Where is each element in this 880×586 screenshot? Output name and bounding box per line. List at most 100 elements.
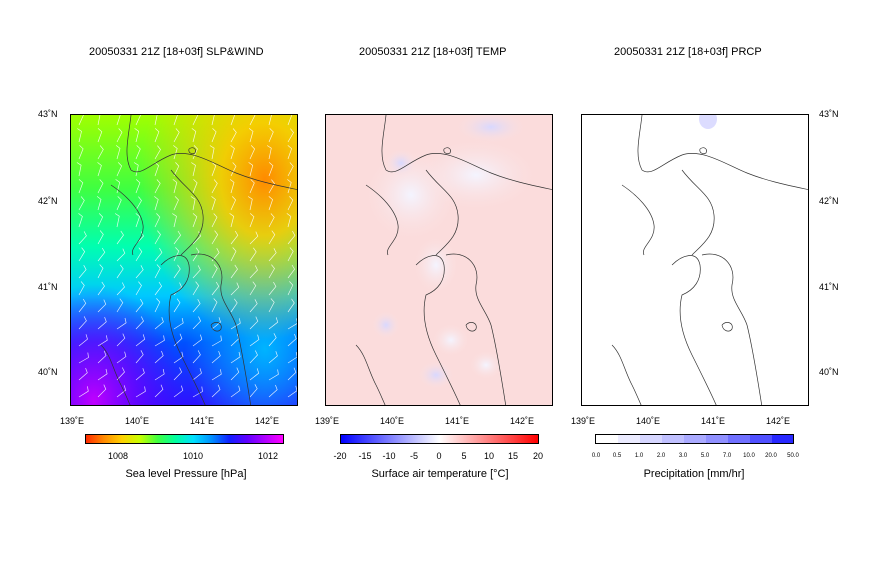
wind-barb — [268, 179, 275, 194]
wind-barb — [135, 145, 141, 160]
wind-barb — [115, 145, 121, 160]
wind-barb — [78, 298, 87, 313]
wind-barb — [116, 385, 127, 398]
wind-barb — [154, 335, 165, 347]
wind-barb — [154, 317, 164, 330]
wind-barb — [192, 231, 202, 245]
wind-barb — [249, 368, 260, 381]
map-panel-temp — [325, 114, 553, 406]
lon-label: 142˚E — [765, 416, 791, 426]
wind-barb — [173, 318, 184, 330]
wind-barb — [76, 162, 82, 177]
wind-barb — [154, 128, 160, 143]
lat-label-left: 41˚N — [38, 282, 58, 292]
wind-barb — [154, 350, 164, 364]
wind-barb — [230, 162, 237, 177]
lon-label: 139˚E — [59, 416, 85, 426]
wind-barb — [154, 115, 158, 126]
wind-barb — [173, 298, 181, 313]
lon-label: 139˚E — [314, 416, 340, 426]
wind-barb — [230, 115, 236, 126]
wind-barb — [173, 264, 181, 279]
wind-barb — [78, 386, 89, 398]
wind-barb — [78, 115, 84, 126]
wind-barb — [229, 179, 235, 194]
colorbar-tick: 5 — [461, 451, 467, 461]
wind-barb — [268, 369, 279, 381]
wind-barb — [97, 368, 108, 381]
wind-barb — [154, 145, 161, 160]
lat-label-right: 41˚N — [819, 282, 839, 292]
colorbar-tick: 15 — [507, 451, 519, 461]
colorbar-tick: 10.0 — [743, 453, 755, 459]
coastline — [355, 115, 552, 405]
lat-label-left: 42˚N — [38, 196, 58, 206]
map-panel-prcp — [581, 114, 809, 406]
wind-barb — [116, 162, 123, 177]
colorbar-tick: -10 — [382, 451, 396, 461]
wind-barb — [78, 196, 85, 211]
wind-barb — [78, 281, 85, 296]
wind-barb — [135, 316, 144, 330]
wind-barb — [192, 179, 198, 194]
lon-label: 141˚E — [189, 416, 215, 426]
wind-barbs — [76, 115, 297, 398]
wind-barb — [287, 318, 297, 330]
wind-barb — [154, 162, 160, 177]
wind-barb — [211, 115, 215, 126]
wind-barb — [116, 248, 126, 262]
wind-barb — [249, 247, 257, 262]
wind-barb — [97, 264, 104, 279]
colorbar-tick: 5.0 — [700, 453, 710, 459]
wind-barb — [230, 367, 240, 381]
wind-barb — [249, 179, 255, 194]
wind-barb — [78, 334, 88, 347]
wind-barb — [211, 230, 219, 245]
wind-barb — [192, 350, 201, 364]
wind-barb — [230, 230, 239, 245]
colorbar-label-prcp: Precipitation [mm/hr] — [643, 468, 745, 480]
map-panel-slp — [70, 114, 298, 406]
wind-barb — [116, 317, 127, 330]
colorbar-prcp — [595, 434, 794, 444]
wind-barb — [287, 128, 294, 143]
wind-barb — [287, 179, 292, 194]
wind-barb — [77, 128, 82, 143]
wind-barb — [173, 385, 184, 398]
wind-barb — [211, 384, 221, 398]
wind-barb — [230, 385, 241, 398]
wind-barb — [154, 230, 161, 245]
wind-barb — [97, 350, 107, 364]
wind-barb — [192, 334, 203, 347]
lat-label-left: 40˚N — [38, 367, 58, 377]
wind-barb — [287, 162, 294, 177]
wind-barb — [192, 115, 199, 126]
wind-barb — [135, 196, 142, 211]
wind-barb — [115, 179, 121, 194]
colorbar-tick: 1010 — [182, 451, 204, 461]
wind-barb — [249, 334, 260, 347]
wind-barb — [287, 352, 297, 364]
wind-barb — [287, 145, 293, 160]
wind-barb — [154, 213, 161, 228]
wind-barb — [192, 281, 200, 296]
wind-barb — [154, 196, 159, 211]
wind-barb — [135, 334, 146, 347]
wind-barb — [249, 231, 259, 245]
wind-barb — [116, 282, 125, 296]
wind-barb — [230, 247, 237, 262]
wind-barb — [135, 281, 142, 296]
wind-barb — [116, 351, 127, 364]
wind-barb — [116, 264, 124, 279]
wind-barb — [268, 115, 272, 126]
wind-barb — [211, 264, 218, 279]
wind-barb — [97, 230, 104, 245]
wind-barb — [268, 230, 276, 245]
wind-barb — [173, 247, 180, 262]
wind-barb — [116, 367, 125, 381]
wind-barb — [97, 179, 104, 194]
coastline — [100, 115, 297, 405]
wind-barb — [268, 351, 278, 364]
wind-barb — [78, 247, 86, 262]
wind-barb — [154, 247, 163, 262]
